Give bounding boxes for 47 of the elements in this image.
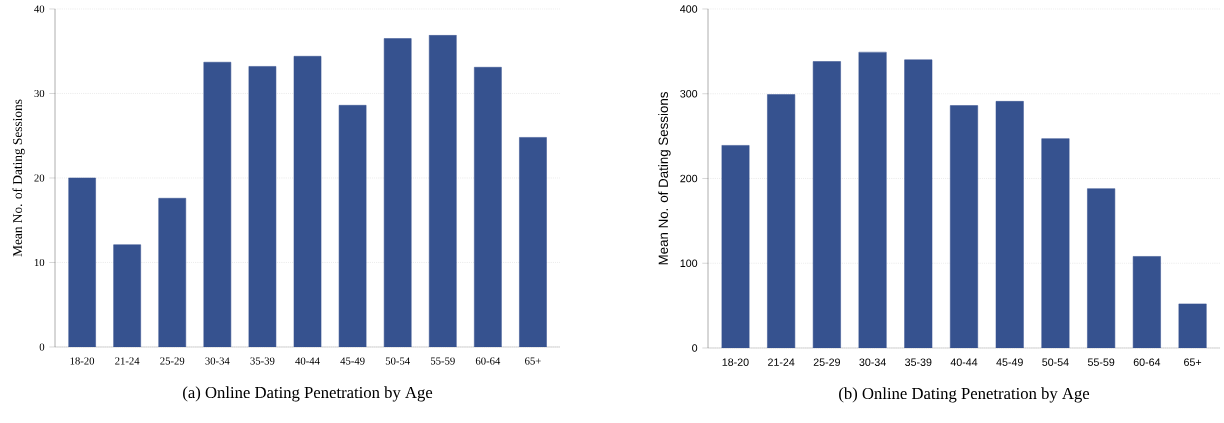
bar [68, 177, 96, 347]
x-tick-label: 25-29 [160, 357, 185, 365]
x-tick-label: 45-49 [996, 358, 1023, 366]
x-tick-label: 55-59 [1087, 358, 1115, 366]
x-tick-label: 45-49 [340, 357, 365, 365]
y-tick-label: 20 [34, 174, 45, 182]
x-tick-label: 50-54 [385, 357, 410, 365]
x-tick-label: 40-44 [950, 358, 978, 366]
x-tick-label: 65+ [1184, 358, 1202, 366]
y-tick-label: 100 [680, 259, 698, 268]
text: (a) Online Dating Penetration by Age [183, 386, 433, 402]
x-tick-label: 60-64 [475, 357, 501, 365]
y-axis-title: Mean No. of Dating Sessions [658, 92, 671, 265]
bar [158, 198, 187, 347]
y-tick-label: 200 [680, 174, 698, 183]
bar [338, 105, 367, 347]
bar [474, 67, 502, 347]
x-tick-label: 60-64 [1133, 358, 1161, 366]
y-tick-label: 30 [34, 89, 45, 98]
bar [248, 66, 277, 347]
x-tick-label: 30-34 [859, 358, 886, 366]
x-tick-label: 35-39 [905, 358, 932, 366]
x-tick-label: 21-24 [115, 357, 140, 365]
bar [203, 61, 232, 347]
x-tick-label: 35-39 [250, 357, 275, 365]
bar [519, 137, 547, 347]
x-tick-label: 30-34 [205, 357, 230, 365]
y-tick-label: 0 [39, 343, 45, 351]
text: (b) Online Dating Penetration by Age [839, 387, 1090, 403]
bar [113, 244, 141, 347]
x-tick-label: 18-20 [722, 358, 749, 366]
y-tick-label: 10 [34, 258, 45, 267]
x-tick-label: 50-54 [1042, 358, 1069, 366]
bar [293, 56, 322, 347]
x-tick-label: 40-44 [295, 357, 320, 365]
x-tick-label: 65+ [525, 357, 541, 365]
y-axis-title: Mean No. of Dating Sessions [12, 99, 25, 257]
bar [383, 38, 412, 347]
y-tick-label: 40 [34, 5, 45, 13]
x-tick-label: 25-29 [813, 358, 840, 366]
y-tick-label: 0 [692, 344, 698, 352]
x-tick-label: 21-24 [768, 358, 795, 366]
x-tick-label: 18-20 [70, 357, 95, 365]
bar [428, 34, 457, 347]
y-tick-label: 300 [680, 89, 698, 98]
y-tick-label: 400 [680, 5, 698, 13]
x-tick-label: 55-59 [430, 357, 455, 365]
